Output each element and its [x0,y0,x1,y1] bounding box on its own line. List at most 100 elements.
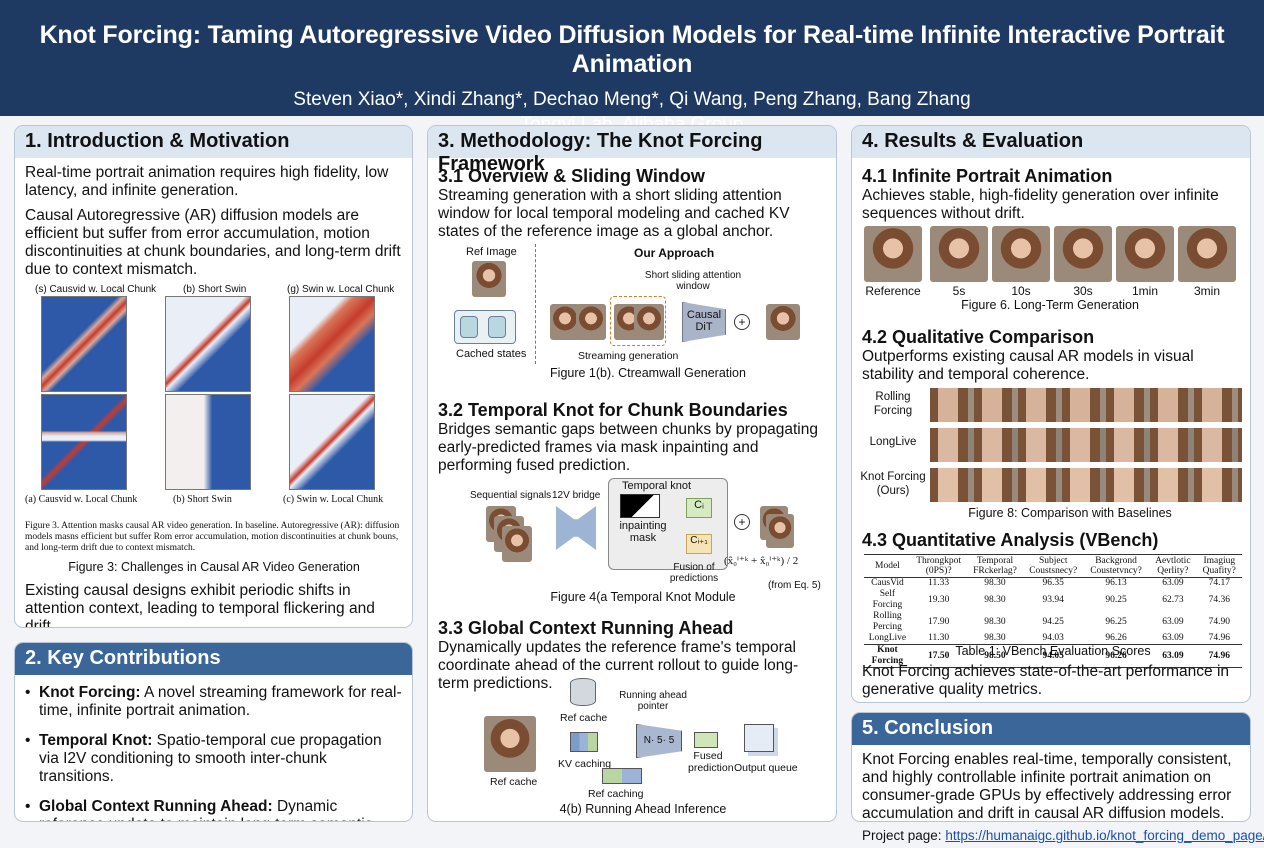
row-label-rolling: Rolling Forcing [873,391,913,417]
table-row: CausVid 11.33 98.30 96.35 96.13 63.09 74.17 [871,578,1230,588]
results-s3-title: 4.3 Quantitative Analysis (VBench) [862,530,1159,550]
poster-authors: Steven Xiao*, Xindi Zhang*, Dechao Meng*… [293,89,971,110]
frame-thumbnail [1178,226,1236,282]
vbench-table-wrap: Model Throngkpot (0PS)? Temporal FRckerl… [864,554,1242,668]
i2v-bridge-block [556,506,596,550]
fig3-top-label-a: (s) Causvid w. Local Chunk [35,284,157,295]
vbench-table: Model Throngkpot (0PS)? Temporal FRckerl… [864,554,1242,668]
longlive-strip [930,428,1242,462]
ref-portrait [484,716,536,772]
method-s1-title: 3.1 Overview & Sliding Window [438,166,705,186]
fig4-eq-label: (from Eq. 5) [768,580,821,591]
fig1-window-label: Short sliding attention window [644,270,742,292]
fig4-bridge-label: 12V bridge [552,490,601,501]
heatmap-c-top [289,296,375,392]
cached-state-block [488,316,506,338]
frame-thumbnail [1054,226,1112,282]
fig4b-caption: 4(b) Running Ahead Inference [559,802,727,816]
model-block: N· 5· 5 [636,724,682,758]
rolling-forcing-strip [930,388,1242,422]
table-row-best: Knot Forcing 17.50 98.50 94.05 96.26 63.09 74.… [864,644,1242,668]
results-s1-text: Achieves stable, high-fidelity generatio… [862,187,1219,222]
method-s3-text: Dynamically updates the reference frame'… [438,639,799,692]
chunk-ci1: Cᵢ₊₁ [686,534,712,554]
contribution-item: Knot Forcing: A novel streaming framewor… [25,684,402,720]
frame-thumbnail [864,226,922,282]
row-label-longlive: LongLive [869,436,917,448]
fig4-knot-label: Temporal knot [622,480,692,492]
project-page: Project page: https://humanaigc.github.i… [862,828,1264,843]
poster-header: Knot Forcing: Taming Autoregressive Vide… [0,0,1264,135]
chunk-ci: Cᵢ [686,498,712,518]
fig4-inpaint-label: inpainting mask [619,520,667,544]
sum-icon: + [734,514,750,530]
poster-title: Knot Forcing: Taming Autoregressive Vide… [39,21,1225,78]
output-frame [766,514,794,548]
table-header: Backgrond Coustetvncy? [1082,554,1150,578]
fig4b-refcache-top: Ref cache [560,712,608,724]
heatmap-b-bottom [165,394,251,490]
cached-state-block [460,316,478,338]
running-ahead-figure: Ref cache Running ahead pointer Ref cach… [438,676,828,818]
method-s3-title: 3.3 Global Context Running Ahead [438,618,734,638]
results-heading: 4. Results & Evaluation [852,126,1250,158]
stream-frame [550,304,580,340]
table-caption: Table 1: VBench Evaluation Scores [955,644,1151,658]
mask-icon [620,494,660,518]
fig1-cached-label: Cached states [456,348,527,360]
heatmap-a-top [41,296,127,392]
fused-block [694,732,718,748]
fig3-bottom-label-c: (c) Swin w. Local Chunk [283,494,384,505]
intro-panel: 1. Introduction & Motivation Real-time p… [14,125,413,628]
fig3-bottom-label-a: (a) Causvid w. Local Chunk [25,494,138,505]
fusion-equation: (x̂₀ⁱ⁺ᵏ + x̂₀ⁱ⁺ᵏ) / 2 [724,555,799,567]
temporal-knot-figure: Sequential signals 12V bridge Temporal k… [438,478,828,608]
method-s2-text: Bridges semantic gaps between chunks by … [438,421,818,474]
long-term-frames: Reference 5s 10s 30s 1min 3min Figure 6.… [864,226,1244,312]
kv-cache-block [570,732,598,752]
window-box [610,296,666,346]
project-link[interactable]: https://humanaigc.github.io/knot_forcing… [945,828,1264,843]
frame-thumbnail [930,226,988,282]
fig1-caption: Figure 1(b). Ctreamwall Generation [550,366,746,380]
table-row: Rolling Percing 17.90 98.30 94.25 96.25 63.09… [872,611,1230,632]
table-row: LongLive 11.30 98.30 94.03 96.26 63.09 74.96 [868,633,1230,643]
fig1-streaming-label: Streaming generation [578,350,679,362]
frame-label: 3min [1193,284,1220,298]
stream-frame [576,304,606,340]
table-header-row: Model Throngkpot (0PS)? Temporal FRckerl… [864,554,1242,578]
database-icon [570,678,596,706]
comparison-figure: Rolling Forcing LongLive Knot Forcing (O… [860,388,1244,520]
fig1-approach-label: Our Approach [634,246,715,260]
fig4b-queue-label: Output queue [734,762,798,774]
fig3-caption: Figure 3: Challenges in Causal AR Video … [68,560,360,574]
fig4b-refcaching-label: Ref caching [588,788,644,800]
ref-caching-block [602,768,642,784]
table-header: Subject Coustsnecy? [1023,554,1083,578]
intro-p2: Causal Autoregressive (AR) diffusion mod… [25,207,401,278]
fig3-bottom-label-b: (b) Short Swin [173,494,232,505]
table-header: Throngkpot (0PS)? [910,554,967,578]
attention-figure: (s) Causvid w. Local Chunk (b) Short Swi… [25,284,403,505]
fig4b-fused-label: Fused prediction [688,750,734,774]
table-header: Temporal FRckerlag? [966,554,1024,578]
contributions-heading: 2. Key Contributions [15,643,412,675]
frame-thumbnail [1116,226,1174,282]
ref-image-thumbnail [472,261,506,297]
fig6-caption: Figure 6. Long-Term Generation [961,298,1139,312]
intro-heading: 1. Introduction & Motivation [15,126,412,158]
frame-label: 10s [1011,284,1031,298]
table-row: Self Forcing 19.30 98.30 93.94 90.25 62.73 74.… [872,589,1230,610]
stream-frame [634,304,664,340]
conclusion-panel: 5. Conclusion Knot Forcing enables real-… [851,712,1251,822]
fig1-ref-label: Ref Image [466,246,517,258]
frame-label: 30s [1073,284,1093,298]
streaming-figure: Ref Image Our Approach Short sliding att… [438,244,828,384]
conclusion-text: Knot Forcing enables real-time, temporal… [862,751,1232,822]
output-frame [766,304,800,340]
conclusion-heading: 5. Conclusion [852,713,1250,745]
fig4b-pointer-label: Running ahead pointer [619,690,687,712]
methodology-heading: 3. Methodology: The Knot Forcing Framewo… [428,126,836,175]
fig4a-caption: Figure 4(a Temporal Knot Module [550,590,736,604]
results-panel: 4. Results & Evaluation 4.1 Infinite Por… [851,125,1251,703]
